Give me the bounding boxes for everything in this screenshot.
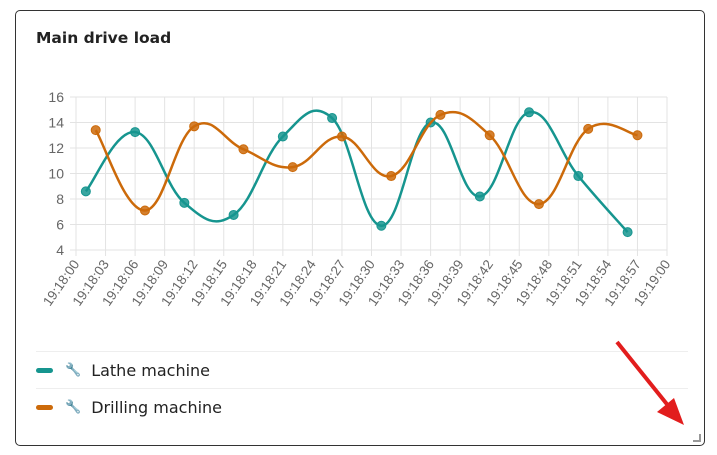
legend-item-drilling[interactable]: 🔧 Drilling machine [36, 388, 688, 425]
data-point[interactable] [327, 113, 338, 124]
wrench-icon: 🔧 [65, 362, 82, 378]
data-point[interactable] [80, 186, 91, 197]
data-point[interactable] [376, 220, 387, 231]
legend-item-lathe[interactable]: 🔧 Lathe machine [36, 351, 688, 388]
y-tick-label: 14 [48, 115, 64, 131]
data-point[interactable] [533, 199, 544, 210]
data-point[interactable] [583, 123, 594, 134]
data-point[interactable] [179, 197, 190, 208]
y-tick-label: 16 [48, 89, 64, 105]
y-tick-label: 4 [56, 242, 64, 258]
legend: 🔧 Lathe machine 🔧 Drilling machine [36, 351, 688, 425]
annotation-arrow [615, 340, 672, 410]
data-point[interactable] [632, 130, 643, 141]
y-tick-label: 10 [48, 166, 64, 182]
data-point[interactable] [573, 171, 584, 182]
y-tick-label: 12 [48, 140, 64, 156]
data-point[interactable] [386, 171, 397, 182]
data-point[interactable] [524, 107, 535, 118]
data-point[interactable] [238, 144, 249, 155]
y-tick-label: 6 [56, 217, 64, 233]
legend-label: Drilling machine [91, 397, 223, 417]
data-point[interactable] [287, 162, 298, 173]
resize-handle[interactable] [693, 434, 701, 442]
data-point[interactable] [139, 205, 150, 216]
data-point[interactable] [336, 131, 347, 142]
legend-swatch [36, 404, 53, 410]
card-title: Main drive load [36, 29, 172, 47]
data-point[interactable] [622, 227, 633, 238]
data-point[interactable] [228, 209, 239, 220]
data-point[interactable] [189, 121, 200, 132]
data-point[interactable] [130, 127, 141, 138]
data-point[interactable] [90, 125, 101, 136]
legend-swatch [36, 367, 53, 373]
series-line-0 [84, 109, 629, 233]
wrench-icon: 🔧 [65, 399, 82, 415]
data-point[interactable] [435, 109, 446, 120]
chart-card: Main drive load 🔧 Lathe machine 🔧 Drilli… [15, 10, 705, 446]
data-point[interactable] [484, 130, 495, 141]
legend-label: Lathe machine [91, 360, 211, 380]
y-tick-label: 8 [56, 191, 64, 207]
annotation-arrow-head [657, 398, 684, 425]
data-point[interactable] [277, 131, 288, 142]
data-point[interactable] [474, 191, 485, 202]
